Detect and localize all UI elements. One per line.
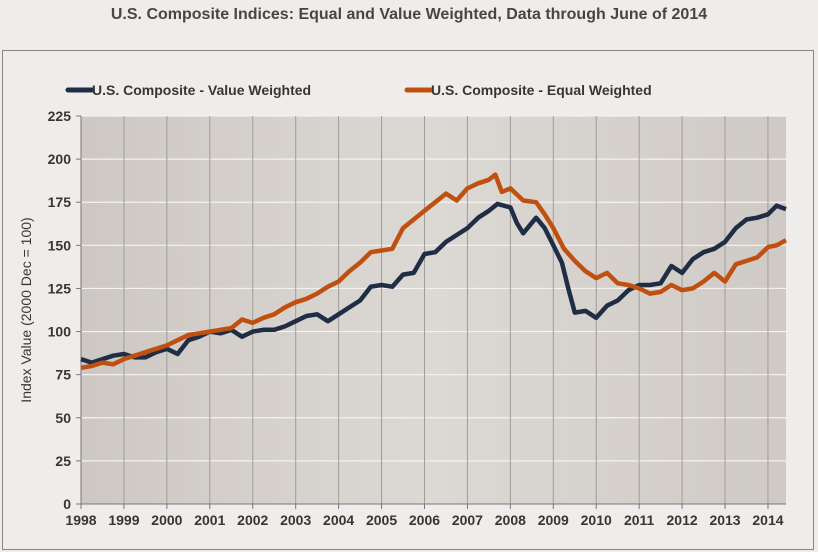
x-tick-label: 2007 (452, 512, 483, 528)
x-tick-label: 2006 (409, 512, 440, 528)
x-tick-label: 2002 (237, 512, 268, 528)
x-tick-label: 1999 (108, 512, 139, 528)
y-tick-label: 125 (48, 280, 72, 296)
y-tick-label: 100 (48, 324, 72, 340)
x-tick-label: 2009 (538, 512, 569, 528)
y-axis-label: Index Value (2000 Dec = 100) (18, 217, 34, 402)
x-tick-label: 2000 (151, 512, 182, 528)
y-tick-label: 150 (48, 237, 72, 253)
series-line-equal-weighted (80, 172, 788, 371)
x-tick-label: 2010 (581, 512, 612, 528)
y-tick-label: 0 (63, 496, 71, 512)
x-tick-label: 2003 (280, 512, 311, 528)
plot-area (81, 116, 786, 504)
y-tick-label: 200 (48, 151, 72, 167)
legend-label: U.S. Composite - Value Weighted (92, 82, 311, 98)
y-tick-label: 225 (48, 108, 72, 124)
x-tick-label: 2001 (194, 512, 225, 528)
legend-label: U.S. Composite - Equal Weighted (431, 82, 652, 98)
chart-frame (2, 50, 814, 550)
x-tick-label: 2004 (323, 512, 354, 528)
x-tick-label: 2012 (667, 512, 698, 528)
x-tick-label: 2014 (752, 512, 783, 528)
y-tick-label: 50 (55, 410, 71, 426)
x-tick-label: 2008 (495, 512, 526, 528)
chart-title: U.S. Composite Indices: Equal and Value … (110, 6, 708, 23)
x-tick-label: 1998 (65, 512, 96, 528)
y-tick-label: 25 (55, 453, 71, 469)
x-tick-label: 2011 (624, 512, 655, 528)
y-tick-label: 75 (55, 367, 71, 383)
y-tick-label: 175 (48, 194, 72, 210)
x-tick-label: 2013 (709, 512, 740, 528)
x-tick-label: 2005 (366, 512, 397, 528)
